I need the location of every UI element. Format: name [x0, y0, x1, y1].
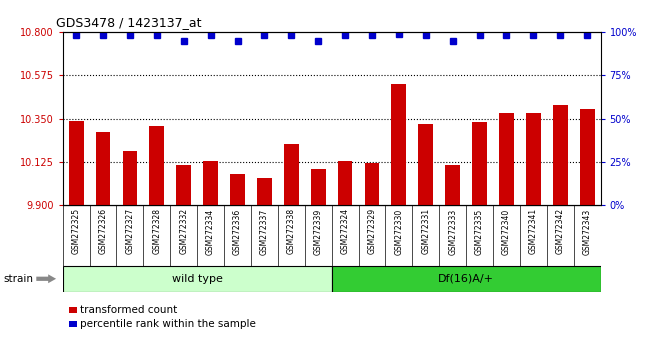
- Text: GSM272338: GSM272338: [287, 208, 296, 255]
- Bar: [364, 163, 380, 205]
- Text: GDS3478 / 1423137_at: GDS3478 / 1423137_at: [56, 16, 201, 29]
- Text: GSM272326: GSM272326: [98, 208, 108, 255]
- Text: percentile rank within the sample: percentile rank within the sample: [80, 319, 255, 329]
- Bar: [526, 113, 541, 205]
- Bar: [391, 84, 407, 205]
- Text: GSM272339: GSM272339: [314, 208, 323, 255]
- Text: Df(16)A/+: Df(16)A/+: [438, 274, 494, 284]
- Text: GSM272324: GSM272324: [341, 208, 350, 255]
- Text: strain: strain: [3, 274, 33, 284]
- Text: GSM272334: GSM272334: [206, 208, 215, 255]
- Bar: [331, 266, 601, 292]
- Text: GSM272331: GSM272331: [421, 208, 430, 255]
- Bar: [418, 124, 433, 205]
- Bar: [69, 120, 84, 205]
- Text: GSM272333: GSM272333: [448, 208, 457, 255]
- Bar: [446, 165, 460, 205]
- Bar: [149, 126, 164, 205]
- Bar: [203, 161, 218, 205]
- Bar: [553, 105, 568, 205]
- Text: GSM272340: GSM272340: [502, 208, 511, 255]
- Text: GSM272336: GSM272336: [233, 208, 242, 255]
- Bar: [579, 109, 595, 205]
- Bar: [96, 132, 110, 205]
- Text: GSM272341: GSM272341: [529, 208, 538, 255]
- Bar: [284, 144, 299, 205]
- Bar: [499, 113, 514, 205]
- Text: GSM272335: GSM272335: [475, 208, 484, 255]
- Text: GSM272343: GSM272343: [583, 208, 591, 255]
- Bar: [472, 122, 487, 205]
- Text: wild type: wild type: [172, 274, 222, 284]
- Bar: [63, 266, 331, 292]
- Bar: [123, 152, 137, 205]
- Bar: [338, 161, 352, 205]
- Bar: [311, 169, 325, 205]
- Text: GSM272325: GSM272325: [72, 208, 81, 255]
- Text: GSM272342: GSM272342: [556, 208, 565, 255]
- Text: GSM272327: GSM272327: [125, 208, 135, 255]
- Text: GSM272330: GSM272330: [395, 208, 403, 255]
- Text: GSM272329: GSM272329: [368, 208, 376, 255]
- Bar: [176, 165, 191, 205]
- Bar: [230, 175, 245, 205]
- Text: GSM272337: GSM272337: [260, 208, 269, 255]
- Text: GSM272328: GSM272328: [152, 208, 161, 254]
- Bar: [257, 178, 272, 205]
- Text: transformed count: transformed count: [80, 305, 177, 315]
- Text: GSM272332: GSM272332: [180, 208, 188, 255]
